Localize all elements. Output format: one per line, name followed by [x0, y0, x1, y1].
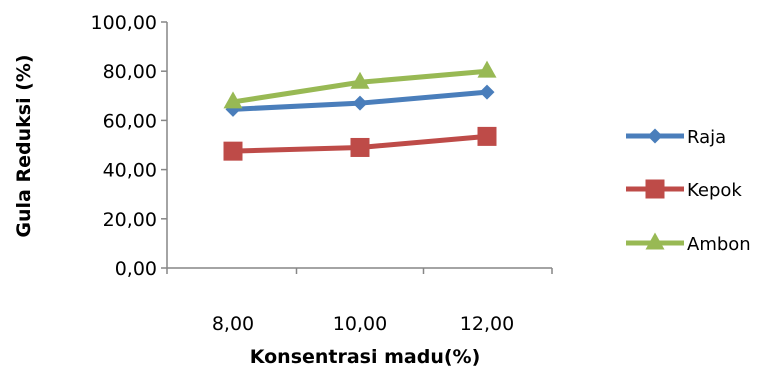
legend-item-raja: Raja: [626, 127, 726, 148]
series-raja: [225, 84, 495, 117]
x-tick-label: 8,00: [212, 313, 254, 335]
x-ticks: 8,00 10,00 12,00: [166, 268, 553, 335]
legend-item-kepok: Kepok: [626, 179, 742, 201]
series-kepok: [223, 126, 497, 161]
series-layer: [223, 60, 497, 161]
x-tick-label: 10,00: [333, 313, 387, 335]
y-tick-label: 80,00: [103, 61, 157, 83]
legend: Raja Kepok Ambon: [626, 127, 751, 255]
y-ticks: 0,00 20,00 40,00 60,00 80,00 100,00: [91, 12, 167, 280]
y-tick-label: 0,00: [115, 258, 157, 280]
x-tick-label: 12,00: [460, 313, 514, 335]
data-point-raja: [352, 95, 368, 111]
data-point-ambon: [223, 91, 243, 109]
y-tick-label: 20,00: [103, 209, 157, 231]
legend-marker-ambon: [645, 232, 665, 250]
data-point-kepok: [223, 141, 243, 161]
x-axis-title: Konsentrasi madu(%): [250, 346, 481, 368]
data-point-raja: [479, 84, 495, 100]
data-point-ambon: [350, 71, 370, 89]
y-axis-title: Gula Reduksi (%): [13, 54, 35, 237]
y-tick-label: 40,00: [103, 160, 157, 182]
data-point-ambon: [477, 60, 497, 78]
legend-item-ambon: Ambon: [626, 232, 751, 255]
series-ambon: [223, 60, 497, 109]
legend-label-ambon: Ambon: [687, 234, 751, 255]
y-tick-label: 60,00: [103, 110, 157, 132]
y-tick-label: 100,00: [91, 12, 157, 34]
axes: [166, 22, 552, 269]
legend-marker-raja: [647, 128, 663, 144]
legend-label-raja: Raja: [687, 127, 726, 148]
data-point-kepok: [477, 126, 497, 146]
data-point-kepok: [350, 137, 370, 157]
legend-marker-kepok: [645, 179, 665, 199]
legend-label-kepok: Kepok: [687, 180, 742, 201]
